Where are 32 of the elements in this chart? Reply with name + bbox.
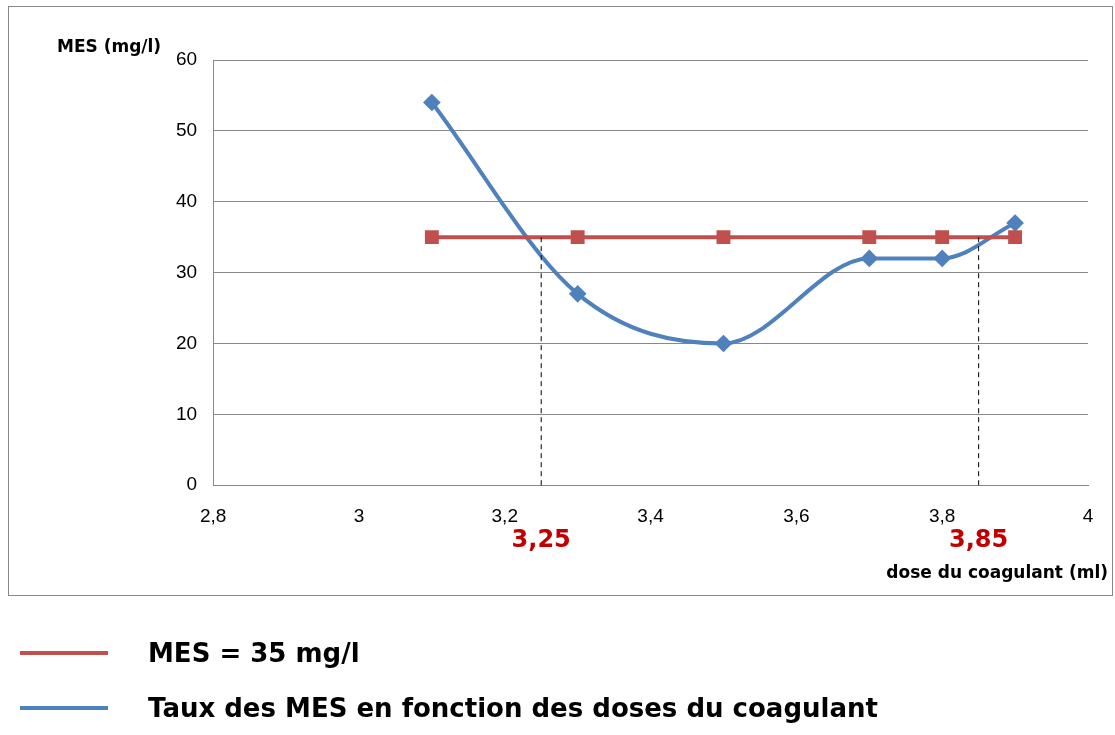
y-tick-label: 40 [175,189,198,211]
point [423,94,440,111]
point [1007,214,1024,231]
point [934,250,951,267]
x-tick-label: 2,8 [199,504,227,526]
point [862,230,877,245]
y-tick-label: 0 [186,473,198,495]
point [935,230,950,245]
x-tick-label: 3,6 [783,504,810,526]
x-tick-label: 3,8 [928,504,956,526]
point [861,250,878,267]
ref-line-label: 3,25 [511,525,571,554]
y-tick-label: 60 [175,48,198,70]
x-tick-label: 4 [1082,504,1094,526]
y-tick-label: 20 [175,331,198,353]
y-tick-label: 10 [175,402,198,424]
point [715,335,732,352]
ref-line-label: 3,85 [949,525,1009,554]
point [1008,230,1023,245]
x-tick-label: 3,2 [491,504,518,526]
x-axis-title: dose du coagulant (ml) [886,562,1108,583]
point [424,230,439,245]
y-tick-label: 50 [175,119,198,141]
point [716,230,731,245]
point [569,285,586,302]
x-tick-label: 3,4 [637,504,665,526]
legend-label: MES = 35 mg/l [148,637,360,668]
x-tick-label: 3 [353,504,365,526]
legend-label: Taux des MES en fonction des doses du coagulant [148,692,878,723]
point [570,230,585,245]
y-tick-label: 30 [175,260,198,282]
y-axis-title: MES (mg/l) [56,36,162,57]
